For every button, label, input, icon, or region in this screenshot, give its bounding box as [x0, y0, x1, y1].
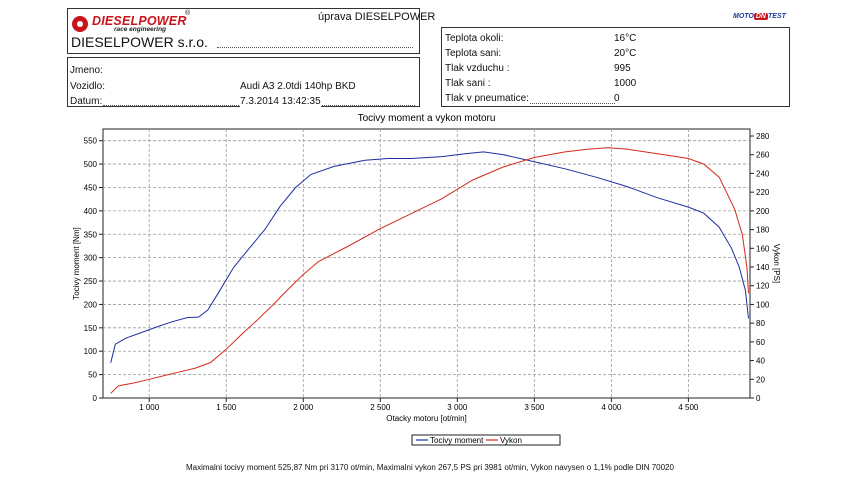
condition-value: 995: [614, 63, 631, 74]
pneumatice-underline: [530, 103, 615, 104]
y-left-tick-label: 350: [84, 230, 98, 239]
y-left-tick-label: 150: [84, 324, 98, 333]
header-company-box: [67, 8, 420, 54]
y-right-axis-label: Vykon [PS]: [772, 244, 781, 283]
y-left-tick-label: 200: [84, 300, 98, 309]
y-left-tick-label: 450: [84, 183, 98, 192]
series-line-power: [110, 147, 749, 394]
y-right-tick-label: 240: [756, 169, 770, 178]
condition-label: Tlak v pneumatice:: [445, 93, 529, 104]
y-left-tick-label: 0: [93, 394, 98, 403]
y-right-tick-label: 40: [756, 357, 765, 366]
company-name: DIESELPOWER s.r.o.: [71, 34, 208, 50]
conditions-box: [441, 27, 790, 107]
condition-label: Teplota sani:: [445, 48, 502, 59]
logo-tagline: race engineering: [114, 26, 167, 33]
y-right-tick-label: 140: [756, 263, 770, 272]
y-right-tick-label: 60: [756, 338, 765, 347]
x-tick-label: 4 500: [678, 403, 699, 412]
motodntest-logo: MOTO DN TEST: [733, 13, 786, 20]
company-underline: [217, 47, 413, 48]
x-tick-label: 1 500: [216, 403, 237, 412]
logo-mark-icon: [72, 16, 88, 32]
y-left-tick-label: 500: [84, 160, 98, 169]
y-right-tick-label: 260: [756, 151, 770, 160]
y-left-tick-label: 250: [84, 277, 98, 286]
y-right-tick-label: 20: [756, 375, 765, 384]
x-tick-label: 1 000: [139, 403, 160, 412]
legend-label: Vykon: [500, 436, 522, 445]
y-right-tick-label: 100: [756, 300, 770, 309]
series-line-torque: [110, 151, 749, 364]
x-tick-label: 3 000: [447, 403, 468, 412]
y-right-tick-label: 120: [756, 282, 770, 291]
condition-value: 0: [614, 93, 620, 104]
brand-mid: DN: [753, 13, 768, 20]
footer-summary: Maximalni tocivy moment 525,87 Nm pri 31…: [186, 463, 674, 472]
x-tick-label: 2 500: [370, 403, 391, 412]
x-axis-label: Otacky motoru [ot/min]: [386, 414, 466, 423]
condition-value: 20°C: [614, 48, 637, 59]
jmeno-label: Jmeno:: [70, 65, 103, 76]
vozidlo-value: Audi A3 2.0tdi 140hp BKD: [240, 81, 356, 92]
y-right-tick-label: 200: [756, 207, 770, 216]
y-left-tick-label: 550: [84, 137, 98, 146]
brand-left: MOTO: [733, 13, 754, 20]
condition-label: Teplota okoli:: [445, 33, 504, 44]
vozidlo-label: Vozidlo:: [70, 81, 106, 92]
y-left-tick-label: 50: [88, 371, 97, 380]
y-right-tick-label: 160: [756, 244, 770, 253]
y-right-tick-label: 280: [756, 132, 770, 141]
logo-name: DIESELPOWER: [92, 14, 187, 28]
datum-value: 7.3.2014 13:42:35: [240, 96, 321, 107]
condition-label: Tlak vzduchu :: [445, 63, 510, 74]
uprava-label: úprava DIESELPOWER: [318, 11, 436, 23]
plot-frame: [102, 128, 751, 399]
legend-label: Tocivy moment: [430, 436, 484, 445]
condition-value: 1000: [614, 78, 637, 89]
y-left-tick-label: 100: [84, 347, 98, 356]
dieselpower-logo: DIESELPOWER race engineering: [70, 14, 188, 34]
x-tick-label: 4 000: [601, 403, 622, 412]
condition-value: 16°C: [614, 33, 637, 44]
y-left-axis-label: Tocivy moment [Nm]: [72, 227, 81, 299]
y-right-tick-label: 80: [756, 319, 765, 328]
brand-right: TEST: [768, 13, 786, 20]
x-tick-label: 2 000: [293, 403, 314, 412]
y-right-tick-label: 220: [756, 188, 770, 197]
y-left-tick-label: 400: [84, 207, 98, 216]
y-right-tick-label: 0: [756, 394, 761, 403]
condition-label: Tlak sani :: [445, 78, 491, 89]
x-tick-label: 3 500: [524, 403, 545, 412]
y-right-tick-label: 180: [756, 226, 770, 235]
y-left-tick-label: 300: [84, 254, 98, 263]
chart-title: Tocivy moment a vykon motoru: [358, 113, 496, 124]
registered-mark: ®: [185, 10, 191, 17]
datum-label: Datum:: [70, 96, 103, 107]
